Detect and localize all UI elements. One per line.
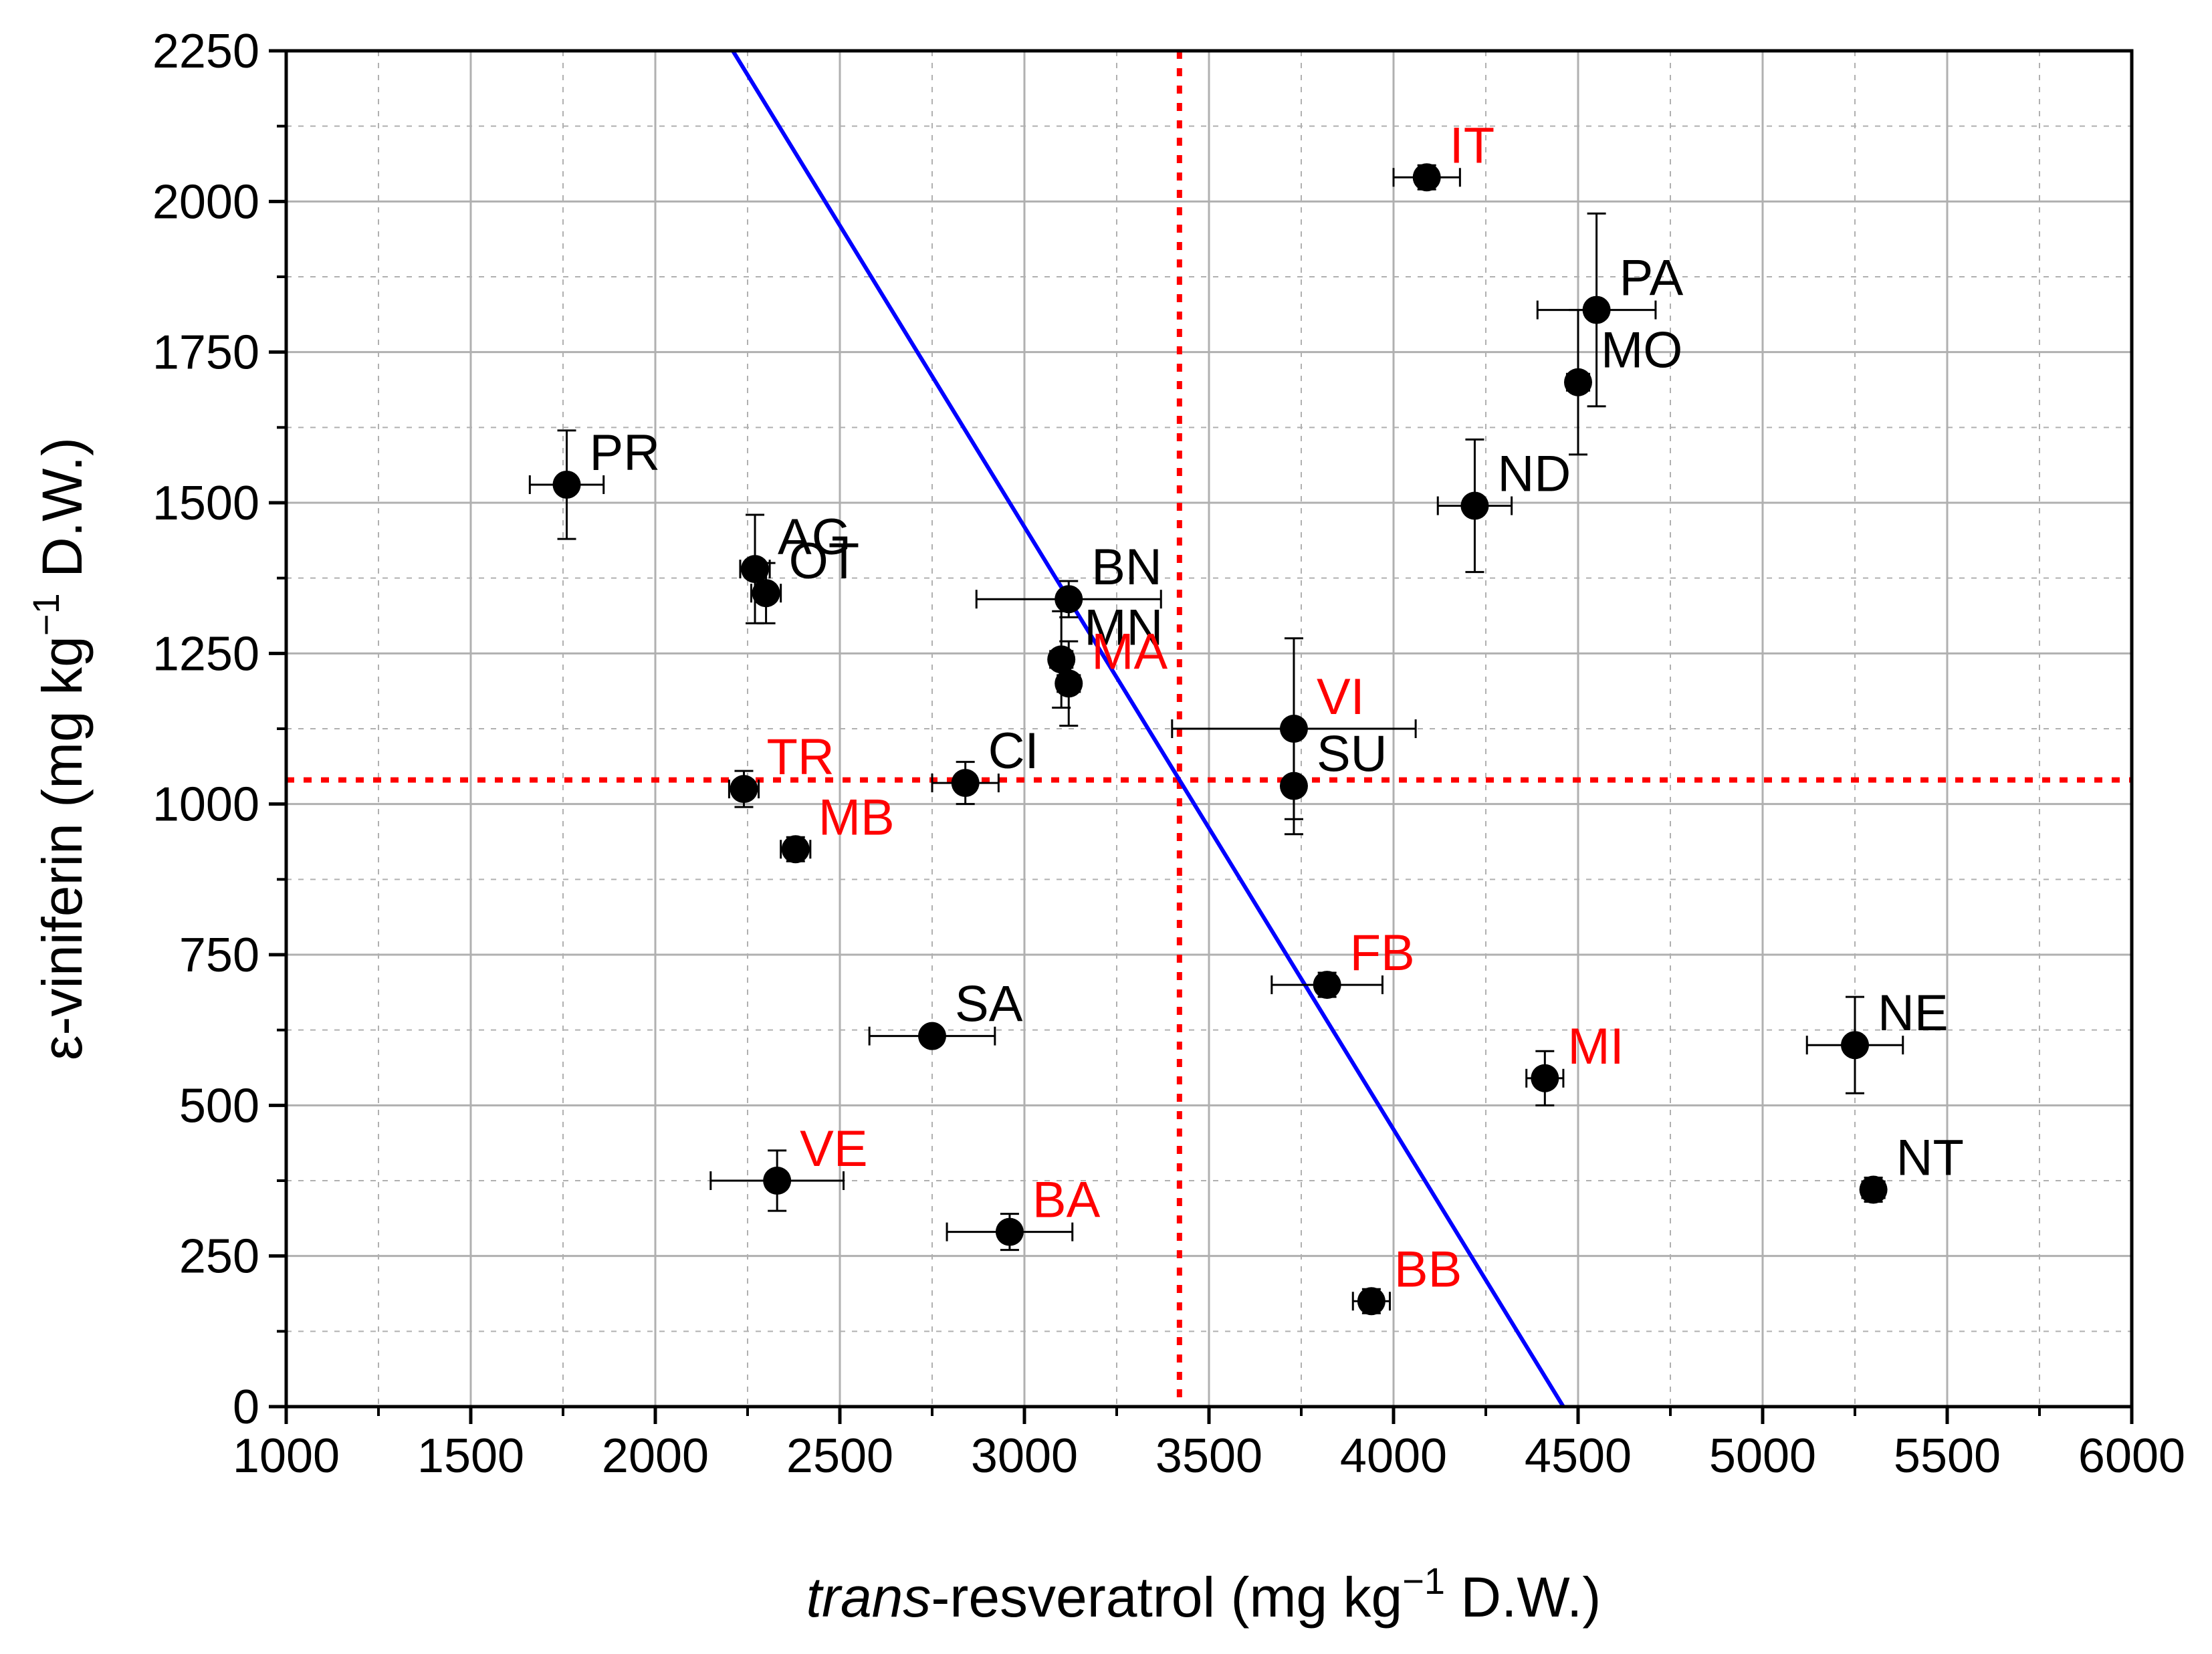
x-tick-label: 6000 <box>2078 1429 2185 1483</box>
data-point-su <box>1279 772 1308 800</box>
data-point-bn <box>1055 585 1083 614</box>
y-tick-label: 500 <box>179 1079 259 1133</box>
data-point-pa <box>1582 296 1611 324</box>
x-tick-label: 3500 <box>1155 1429 1262 1483</box>
data-point-sa <box>918 1022 946 1050</box>
data-point-ba <box>995 1217 1024 1246</box>
y-axis-title-sup: −1 <box>25 593 67 636</box>
point-label-fb: FB <box>1350 925 1415 981</box>
y-tick-label: 0 <box>233 1381 259 1434</box>
data-points <box>552 163 1888 1316</box>
y-axis-title: ε-viniferin (mg kg−1 D.W.) <box>25 437 94 1060</box>
y-tick-label: 250 <box>179 1230 259 1284</box>
data-point-it <box>1412 163 1441 192</box>
point-label-ne: NE <box>1878 985 1949 1042</box>
data-point-ag <box>741 555 770 584</box>
point-label-vi: VI <box>1317 669 1365 725</box>
y-tick-label: 2250 <box>152 25 259 78</box>
x-tick-label: 5000 <box>1709 1429 1816 1483</box>
point-label-ag: AG <box>778 509 851 566</box>
error-bars <box>528 164 1904 1314</box>
x-tick-label: 2500 <box>786 1429 893 1483</box>
x-axis-title-italic: trans <box>806 1566 931 1629</box>
point-label-pa: PA <box>1620 250 1684 307</box>
point-label-ci: CI <box>988 723 1039 780</box>
point-label-mn: MN <box>1084 599 1163 656</box>
y-tick-label: 1500 <box>152 477 259 530</box>
data-point-ot <box>752 579 780 608</box>
point-label-mb: MB <box>818 789 895 846</box>
data-point-nd <box>1460 491 1489 520</box>
data-point-pr <box>552 470 581 499</box>
point-label-bn: BN <box>1091 539 1162 596</box>
x-tick-label: 3000 <box>971 1429 1078 1483</box>
x-tick-label: 4500 <box>1525 1429 1632 1483</box>
data-point-nt <box>1859 1175 1888 1204</box>
point-label-it: IT <box>1450 117 1495 174</box>
point-label-nt: NT <box>1896 1130 1964 1187</box>
x-axis-title-sup: −1 <box>1402 1560 1445 1602</box>
x-axis-title: trans-resveratrol (mg kg−1 D.W.) <box>806 1560 1601 1629</box>
x-axis-title-rest: -resveratrol (mg kg <box>931 1566 1402 1629</box>
point-label-ot: OT <box>789 533 860 590</box>
x-tick-label: 1500 <box>417 1429 524 1483</box>
point-label-ve: VE <box>800 1120 867 1177</box>
point-label-nd: ND <box>1497 446 1571 503</box>
data-point-bb <box>1357 1287 1386 1316</box>
y-tick-label: 1750 <box>152 326 259 380</box>
y-tick-label: 1000 <box>152 778 259 832</box>
x-axis-title-tail: D.W.) <box>1445 1566 1601 1629</box>
data-point-vi <box>1279 715 1308 743</box>
axis-ticks: 1000 1500 2000 2500 3000 3500 4000 4500 5000 5500… <box>152 25 2185 1483</box>
data-point-mo <box>1564 368 1592 396</box>
data-point-ci <box>951 769 980 798</box>
data-point-ve <box>763 1167 792 1195</box>
point-label-su: SU <box>1317 726 1388 783</box>
data-point-mi <box>1531 1064 1559 1092</box>
y-axis-title-main: ε-viniferin (mg kg <box>31 636 94 1060</box>
regression-line <box>731 49 1565 1408</box>
point-label-tr: TR <box>766 729 834 786</box>
data-point-fb <box>1313 971 1341 999</box>
y-axis-title-tail: D.W.) <box>31 437 94 593</box>
x-tick-label: 4000 <box>1340 1429 1447 1483</box>
data-point-ma <box>1055 669 1083 698</box>
grid <box>286 51 2132 1407</box>
data-point-mn <box>1047 645 1076 674</box>
y-tick-label: 750 <box>179 929 259 982</box>
point-label-bb: BB <box>1394 1241 1462 1298</box>
data-point-tr <box>730 775 758 804</box>
point-label-ma: MA <box>1091 623 1168 680</box>
point-label-mi: MI <box>1567 1018 1624 1075</box>
point-label-mo: MO <box>1601 322 1682 379</box>
y-tick-label: 2000 <box>152 175 259 229</box>
data-point-ne <box>1841 1031 1869 1060</box>
point-label-pr: PR <box>590 425 661 481</box>
x-tick-label: 5500 <box>1894 1429 2001 1483</box>
y-tick-label: 1250 <box>152 627 259 681</box>
x-tick-label: 2000 <box>602 1429 709 1483</box>
point-label-sa: SA <box>955 976 1023 1033</box>
x-tick-label: 1000 <box>233 1429 340 1483</box>
data-point-mb <box>781 835 810 864</box>
point-label-ba: BA <box>1032 1172 1101 1229</box>
